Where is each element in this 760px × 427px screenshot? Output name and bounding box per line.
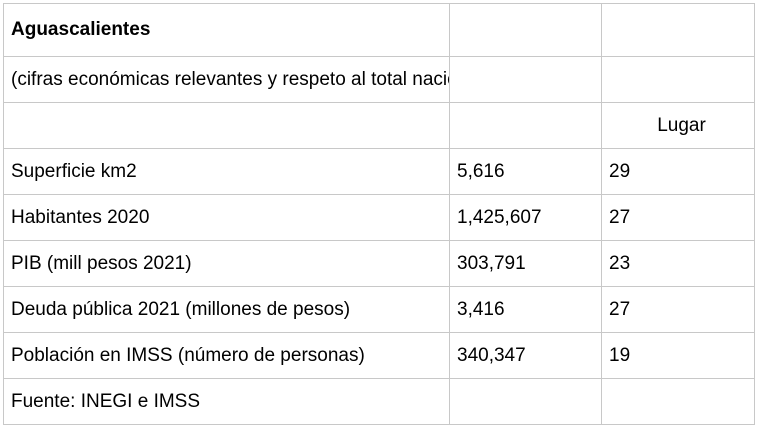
empty-cell xyxy=(601,3,755,57)
row-label: Deuda pública 2021 (millones de pesos) xyxy=(3,286,450,333)
row-rank: 27 xyxy=(601,194,755,241)
empty-cell xyxy=(601,378,755,425)
empty-cell xyxy=(449,56,602,103)
empty-cell xyxy=(449,378,602,425)
data-table: Aguascalientes (cifras económicas releva… xyxy=(3,3,755,425)
table-row: Deuda pública 2021 (millones de pesos) 3… xyxy=(3,286,755,333)
source-note: Fuente: INEGI e IMSS xyxy=(3,378,450,425)
row-value: 5,616 xyxy=(449,148,602,195)
row-value: 3,416 xyxy=(449,286,602,333)
row-label: Población en IMSS (número de personas) xyxy=(3,332,450,379)
empty-cell xyxy=(449,3,602,57)
row-rank: 23 xyxy=(601,240,755,287)
empty-cell xyxy=(601,56,755,103)
header-value-cell xyxy=(449,102,602,149)
header-row: Lugar xyxy=(3,102,755,149)
row-rank: 29 xyxy=(601,148,755,195)
header-label-cell xyxy=(3,102,450,149)
header-rank-cell: Lugar xyxy=(601,102,755,149)
row-value: 303,791 xyxy=(449,240,602,287)
table-row: Superficie km2 5,616 29 xyxy=(3,148,755,195)
row-label: Habitantes 2020 xyxy=(3,194,450,241)
table-row: PIB (mill pesos 2021) 303,791 23 xyxy=(3,240,755,287)
row-rank: 19 xyxy=(601,332,755,379)
table-row: Población en IMSS (número de personas) 3… xyxy=(3,332,755,379)
title-row: Aguascalientes xyxy=(3,3,755,57)
row-value: 340,347 xyxy=(449,332,602,379)
row-value: 1,425,607 xyxy=(449,194,602,241)
table-title: Aguascalientes xyxy=(3,3,450,57)
table-row: Habitantes 2020 1,425,607 27 xyxy=(3,194,755,241)
table-subtitle: (cifras económicas relevantes y respeto … xyxy=(3,56,450,103)
row-rank: 27 xyxy=(601,286,755,333)
source-row: Fuente: INEGI e IMSS xyxy=(3,378,755,425)
subtitle-row: (cifras económicas relevantes y respeto … xyxy=(3,56,755,103)
row-label: Superficie km2 xyxy=(3,148,450,195)
row-label: PIB (mill pesos 2021) xyxy=(3,240,450,287)
